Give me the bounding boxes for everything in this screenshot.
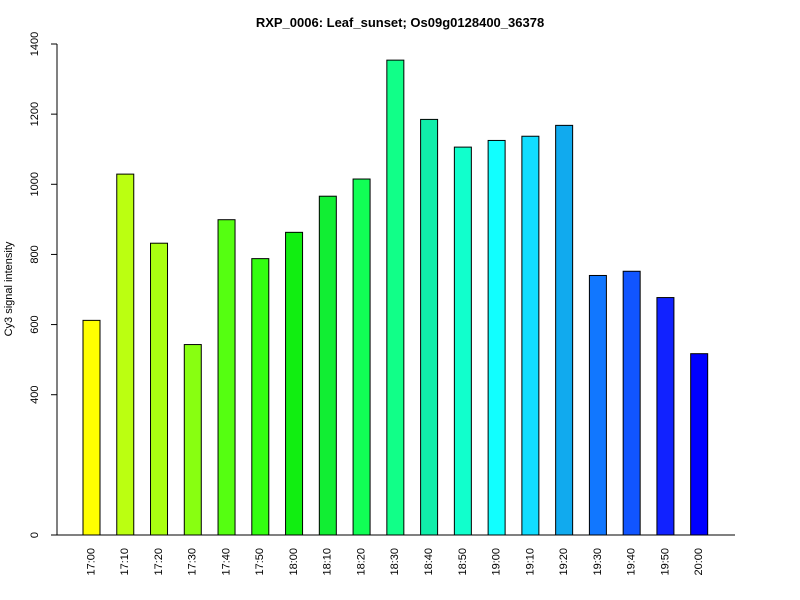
x-tick-label: 18:00	[288, 548, 300, 576]
bar	[487, 139, 506, 536]
bar	[82, 319, 101, 536]
x-tick-label: 20:00	[693, 548, 705, 576]
x-tick-label: 18:50	[457, 548, 469, 576]
bar	[555, 124, 574, 536]
bar	[453, 146, 472, 536]
chart-title: RXP_0006: Leaf_sunset; Os09g0128400_3637…	[256, 15, 544, 30]
bar	[352, 178, 371, 536]
x-tick-label: 19:40	[626, 548, 638, 576]
bar	[150, 242, 169, 536]
bar	[521, 135, 540, 536]
bar	[318, 195, 337, 536]
x-tick-label: 18:10	[322, 548, 334, 576]
x-tick-label: 19:10	[524, 548, 536, 576]
x-tick-label: 19:50	[659, 548, 671, 576]
bar	[420, 118, 439, 536]
y-tick-label: 600	[29, 315, 41, 333]
bar	[656, 297, 675, 536]
x-tick-label: 18:30	[389, 548, 401, 576]
x-tick-label: 17:50	[254, 548, 266, 576]
bar	[285, 231, 304, 536]
bar	[217, 219, 236, 536]
x-tick-label: 17:20	[153, 548, 165, 576]
bar	[116, 173, 135, 536]
bar	[622, 270, 641, 536]
bars-group	[82, 59, 709, 536]
bar	[251, 258, 270, 536]
y-tick-label: 1400	[29, 32, 41, 56]
bar	[183, 344, 202, 536]
y-tick-label: 1200	[29, 102, 41, 126]
x-tick-label: 18:20	[355, 548, 367, 576]
bar	[690, 353, 709, 536]
y-tick-label: 800	[29, 245, 41, 263]
x-tick-label: 19:00	[491, 548, 503, 576]
x-tick-label: 17:40	[220, 548, 232, 576]
bar	[588, 274, 607, 536]
x-tick-label: 18:40	[423, 548, 435, 576]
x-tick-label: 17:30	[187, 548, 199, 576]
x-axis: 17:00 17:10 17:20 17:30 17:40 17:50 18:00 18:10…	[57, 534, 735, 576]
bar	[386, 59, 405, 536]
y-axis: 0 400 600 800 1000 1200 1400	[29, 32, 58, 538]
x-tick-label: 19:30	[592, 548, 604, 576]
x-tick-label: 17:10	[119, 548, 131, 576]
y-tick-label: 400	[29, 386, 41, 404]
y-tick-label: 1000	[29, 172, 41, 196]
x-tick-label: 17:00	[85, 548, 97, 576]
y-axis-label: Cy3 signal intensity	[3, 241, 15, 336]
y-tick-label: 0	[29, 532, 41, 538]
x-tick-label: 19:20	[558, 548, 570, 576]
